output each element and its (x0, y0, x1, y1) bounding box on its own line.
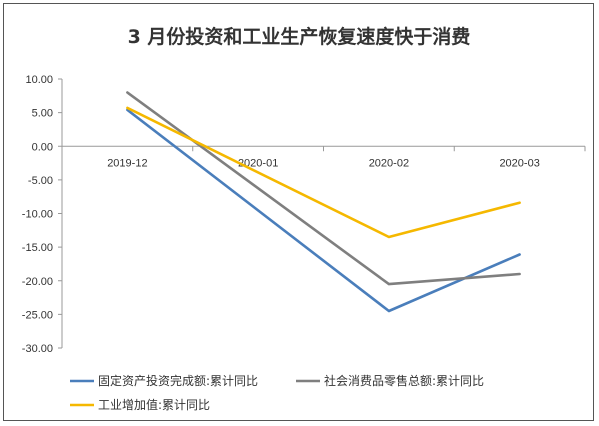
chart-title: 3 月份投资和工业生产恢复速度快于消费 (128, 25, 471, 48)
series-line-2 (126, 91, 521, 286)
y-tick-label: 0.00 (32, 141, 53, 153)
x-tick-label: 2020-01 (238, 157, 278, 169)
series-line-1 (126, 108, 521, 313)
y-tick-label: -15.00 (22, 242, 53, 254)
legend-label-2: 社会消费品零售总额:累计同比 (324, 373, 484, 388)
y-tick-label: 5.00 (32, 108, 53, 120)
y-tick-label: -20.00 (22, 276, 53, 288)
x-tick-label: 2020-03 (499, 157, 539, 169)
legend-label-3: 工业增加值:累计同比 (98, 397, 210, 412)
legend-label-1: 固定资产投资完成额:累计同比 (98, 373, 258, 388)
y-tick-label: -25.00 (22, 309, 53, 321)
chart-frame (3, 3, 594, 421)
axes: 10.00 5.00 0.00 -5.00 -10.00 -15.00 -20.00 -25.… (22, 74, 586, 355)
y-tick-label: -10.00 (22, 209, 53, 221)
series-lines (126, 91, 521, 313)
y-tick-label: -5.00 (28, 175, 53, 187)
y-tick-label: -30.00 (22, 343, 53, 355)
x-tick-label: 2020-02 (369, 157, 409, 169)
series-line-3 (126, 106, 521, 239)
x-tick-label: 2019-12 (107, 157, 147, 169)
y-tick-label: 10.00 (25, 74, 53, 86)
